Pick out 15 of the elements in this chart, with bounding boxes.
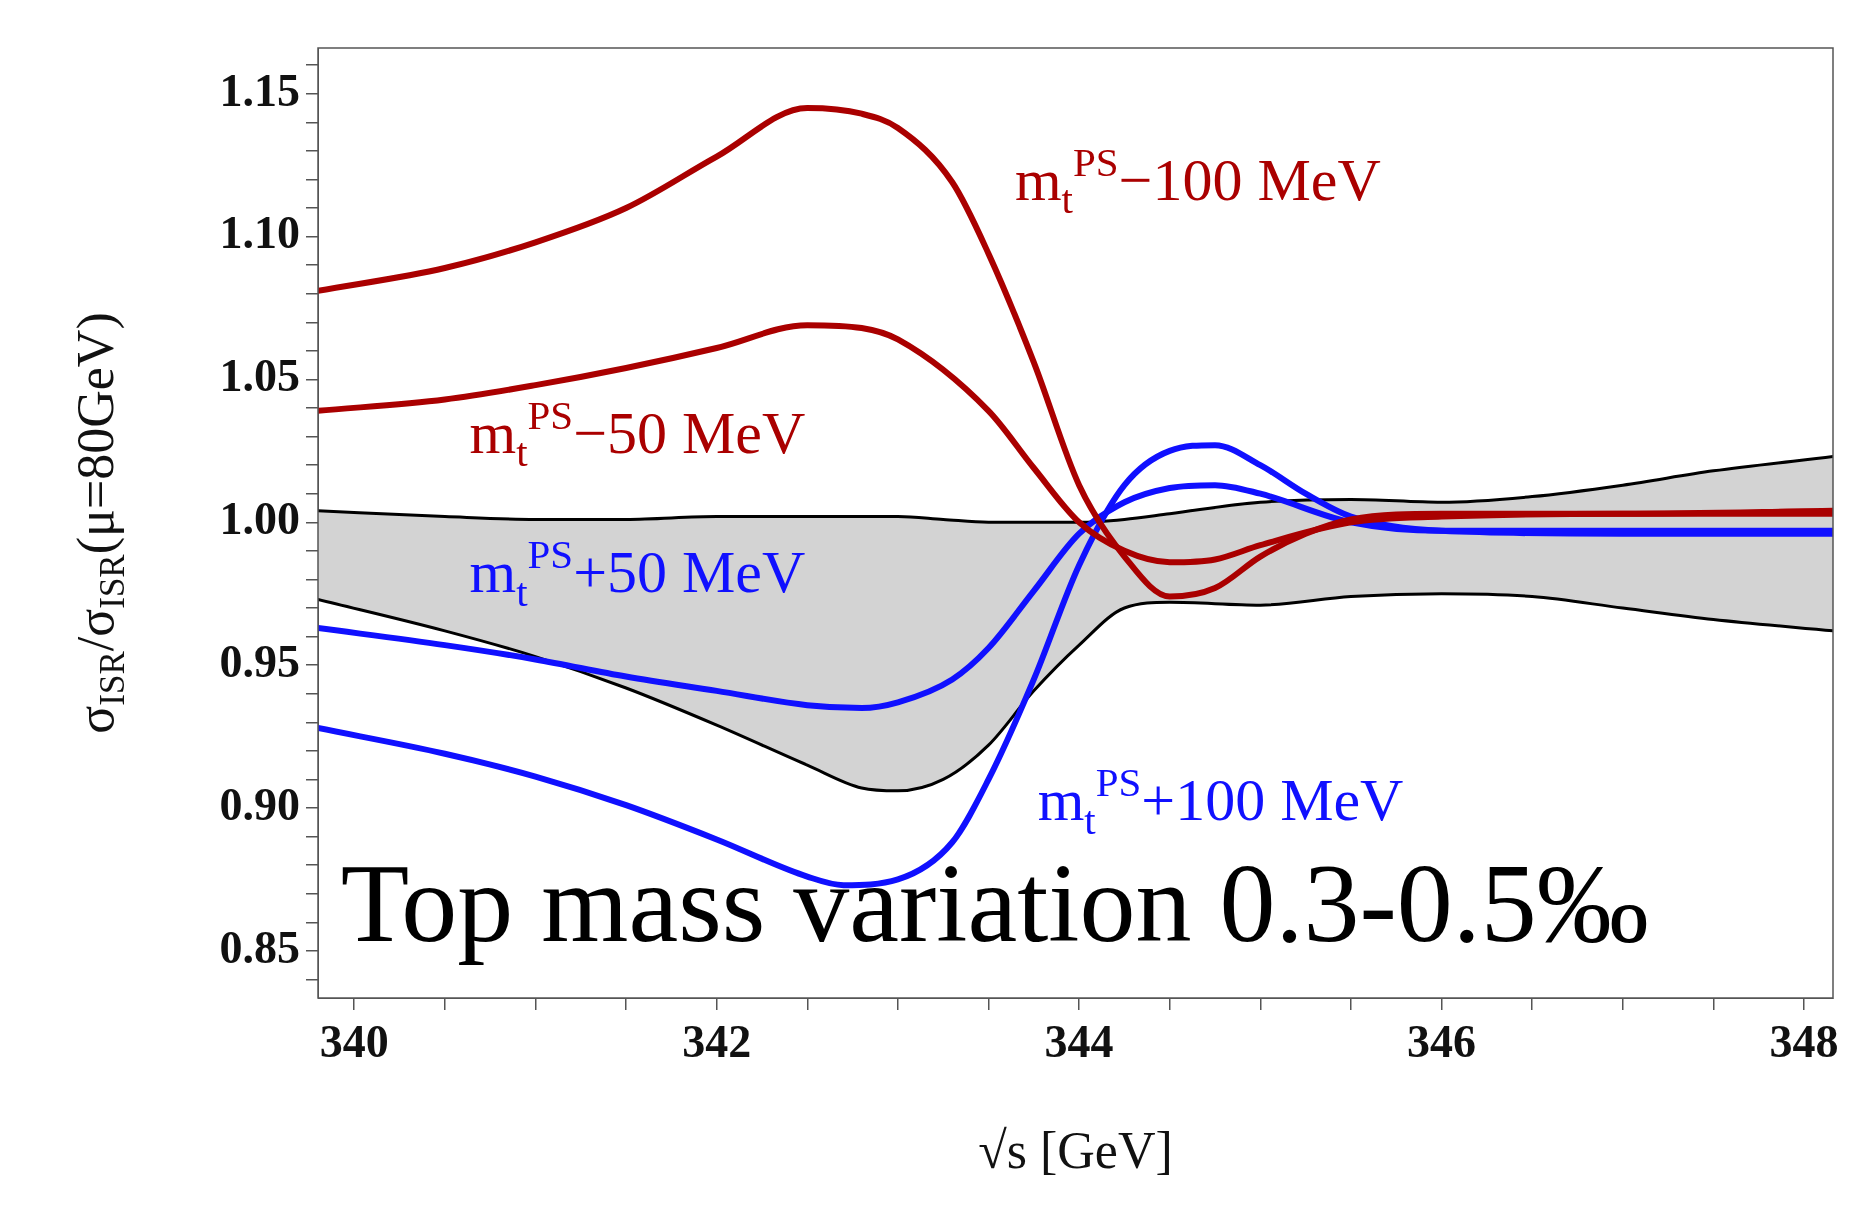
x-tick-label: 342 bbox=[682, 1016, 752, 1068]
annotation: Top mass variation 0.3-0.5‰ bbox=[340, 841, 1649, 965]
y-axis-title: σISR/σISR(μ=80GeV) bbox=[67, 312, 133, 734]
y-tick-label: 0.95 bbox=[219, 636, 300, 688]
y-tick-label: 1.15 bbox=[219, 64, 300, 116]
x-axis-title: √s [GeV] bbox=[978, 1122, 1173, 1179]
y-tick-label: 0.85 bbox=[219, 921, 300, 973]
x-tick-label: 346 bbox=[1407, 1016, 1477, 1068]
x-tick-label: 340 bbox=[319, 1016, 389, 1068]
y-tick-label: 1.10 bbox=[219, 207, 300, 259]
y-tick-label: 1.00 bbox=[219, 493, 300, 545]
x-tick-label: 348 bbox=[1769, 1016, 1839, 1068]
y-tick-label: 0.90 bbox=[219, 778, 300, 830]
y-tick-label: 1.05 bbox=[219, 350, 300, 402]
x-tick-label: 344 bbox=[1044, 1016, 1114, 1068]
